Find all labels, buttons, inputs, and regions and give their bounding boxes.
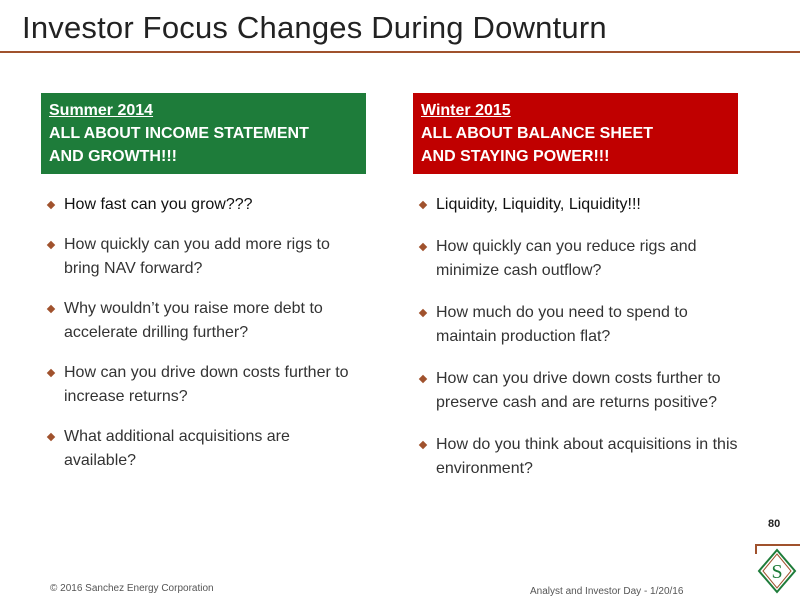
summer-2014-header-line1: ALL ABOUT INCOME STATEMENT: [49, 125, 309, 142]
bullet-item: What additional acquisitions are availab…: [46, 425, 366, 473]
bullet-text: How can you drive down costs further to …: [436, 370, 721, 411]
bullet-item: Liquidity, Liquidity, Liquidity!!!: [418, 193, 738, 217]
diamond-bullet-icon: [418, 440, 428, 450]
bullet-text: Liquidity, Liquidity, Liquidity!!!: [436, 196, 641, 213]
bullet-text: How fast can you grow???: [64, 196, 253, 213]
bullet-item: Why wouldn’t you raise more debt to acce…: [46, 297, 366, 345]
logo-letter: S: [771, 561, 782, 583]
bullet-item: How do you think about acquisitions in t…: [418, 433, 738, 481]
diamond-bullet-icon: [418, 200, 428, 210]
bullet-text: Why wouldn’t you raise more debt to acce…: [64, 300, 323, 341]
diamond-bullet-icon: [46, 200, 56, 210]
bullet-item: How quickly can you reduce rigs and mini…: [418, 235, 738, 283]
diamond-bullet-icon: [418, 308, 428, 318]
event-label: Analyst and Investor Day - 1/20/16: [530, 586, 684, 597]
page-number: 80: [768, 518, 781, 530]
bullet-item: How can you drive down costs further to …: [418, 367, 738, 415]
diamond-bullet-icon: [46, 432, 56, 442]
footer-corner-rule-vertical: [755, 544, 757, 554]
bullet-item: How much do you need to spend to maintai…: [418, 301, 738, 349]
winter-2015-header-line1: ALL ABOUT BALANCE SHEET: [421, 125, 653, 142]
summer-2014-bullet-list: How fast can you grow??? How quickly can…: [46, 193, 366, 489]
bullet-text: How do you think about acquisitions in t…: [436, 436, 738, 477]
diamond-bullet-icon: [418, 242, 428, 252]
bullet-item: How fast can you grow???: [46, 193, 366, 217]
bullet-text: How quickly can you reduce rigs and mini…: [436, 238, 697, 279]
bullet-text: How can you drive down costs further to …: [64, 364, 349, 405]
bullet-item: How quickly can you add more rigs to bri…: [46, 233, 366, 281]
bullet-item: How can you drive down costs further to …: [46, 361, 366, 409]
title-divider: [0, 51, 800, 53]
winter-2015-header: Winter 2015 ALL ABOUT BALANCE SHEET AND …: [413, 93, 738, 174]
page-title: Investor Focus Changes During Downturn: [22, 10, 607, 45]
winter-2015-bullet-list: Liquidity, Liquidity, Liquidity!!! How q…: [418, 193, 738, 499]
summer-2014-header-line2: AND GROWTH!!!: [49, 148, 177, 165]
copyright-text: © 2016 Sanchez Energy Corporation: [50, 583, 214, 594]
diamond-bullet-icon: [46, 240, 56, 250]
sanchez-logo-icon: S: [757, 548, 797, 594]
bullet-text: How much do you need to spend to maintai…: [436, 304, 688, 345]
footer-corner-rule: [755, 544, 800, 546]
winter-2015-season-label: Winter 2015: [421, 102, 511, 119]
bullet-text: How quickly can you add more rigs to bri…: [64, 236, 330, 277]
bullet-text: What additional acquisitions are availab…: [64, 428, 290, 469]
diamond-bullet-icon: [418, 374, 428, 384]
summer-2014-season-label: Summer 2014: [49, 102, 154, 119]
diamond-bullet-icon: [46, 304, 56, 314]
summer-2014-header: Summer 2014 ALL ABOUT INCOME STATEMENT A…: [41, 93, 366, 174]
diamond-bullet-icon: [46, 368, 56, 378]
winter-2015-header-line2: AND STAYING POWER!!!: [421, 148, 610, 165]
